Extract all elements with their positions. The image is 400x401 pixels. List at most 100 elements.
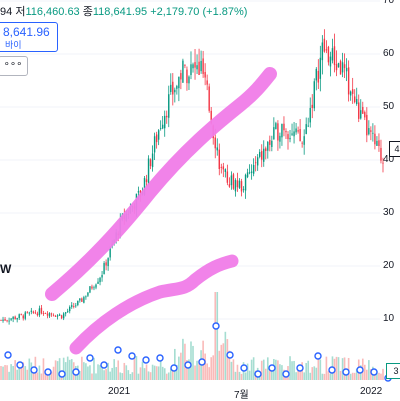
volume-bar bbox=[87, 366, 89, 380]
volume-bar bbox=[382, 368, 384, 380]
candle-body bbox=[60, 315, 63, 319]
volume-bar bbox=[182, 338, 184, 380]
candle-body bbox=[54, 316, 57, 317]
candle-body bbox=[313, 81, 315, 109]
candle-body bbox=[50, 313, 53, 315]
volume-bar bbox=[269, 369, 271, 380]
candle-body bbox=[157, 130, 160, 140]
last-price-tag: 4 bbox=[389, 141, 400, 157]
volume-bar bbox=[66, 356, 69, 380]
volume-bar bbox=[119, 372, 122, 380]
candle-body bbox=[62, 313, 65, 319]
candle-body bbox=[358, 102, 360, 119]
volume-bar bbox=[111, 367, 113, 380]
candle-body bbox=[297, 130, 299, 132]
x-tick-label: 2021 bbox=[108, 386, 131, 397]
candle-body bbox=[287, 134, 289, 140]
volume-bar bbox=[36, 372, 39, 380]
candle-body bbox=[222, 166, 225, 170]
volume-bar bbox=[180, 352, 182, 380]
volume-bar bbox=[8, 371, 10, 380]
candle-body bbox=[339, 61, 342, 75]
candle-body bbox=[192, 64, 194, 69]
candle-body bbox=[10, 318, 12, 320]
volume-bar bbox=[145, 364, 148, 380]
volume-bar bbox=[260, 360, 263, 380]
volume-bar bbox=[176, 364, 178, 380]
candle-body bbox=[347, 67, 350, 95]
volume-bar bbox=[42, 358, 45, 380]
candle-body bbox=[18, 314, 20, 319]
ohlc-readout: 94 저116,460.63 종118,641.95 +2,179.70 (+1… bbox=[0, 3, 247, 19]
candle-body bbox=[155, 134, 158, 143]
volume-bar bbox=[329, 373, 332, 380]
candle-body bbox=[174, 89, 176, 93]
candle-body bbox=[38, 308, 41, 316]
volume-bar bbox=[192, 345, 194, 380]
candle-body bbox=[378, 140, 380, 147]
more-options-button[interactable]: ∘∘∘ bbox=[0, 56, 28, 76]
candle-body bbox=[307, 125, 309, 127]
volume-bar bbox=[226, 339, 229, 380]
volume-bar bbox=[353, 372, 356, 380]
candle-body bbox=[58, 314, 61, 316]
event-marker bbox=[72, 368, 80, 376]
candle-body bbox=[252, 164, 255, 174]
volume-bar bbox=[321, 373, 324, 380]
candle-body bbox=[281, 124, 283, 138]
volume-bar bbox=[115, 367, 118, 380]
candle-body bbox=[289, 137, 291, 140]
candle-body bbox=[145, 179, 148, 183]
volume-bar bbox=[244, 372, 247, 380]
candle-body bbox=[166, 115, 168, 118]
volume-bar bbox=[58, 358, 61, 380]
candle-body bbox=[374, 133, 376, 145]
event-marker bbox=[156, 354, 164, 362]
volume-bar bbox=[113, 359, 115, 380]
y-tick-label: 40 bbox=[383, 154, 395, 165]
candle-body bbox=[206, 80, 208, 85]
volume-bar bbox=[339, 370, 342, 380]
candle-body bbox=[335, 64, 338, 71]
volume-bar bbox=[370, 369, 372, 380]
candle-body bbox=[228, 184, 231, 187]
candle-body bbox=[107, 258, 109, 267]
candle-body bbox=[161, 124, 164, 129]
volume-bar bbox=[103, 370, 105, 380]
candle-body bbox=[153, 136, 156, 153]
event-marker bbox=[184, 361, 192, 369]
event-markers[interactable] bbox=[4, 322, 392, 382]
candle-body bbox=[105, 262, 107, 266]
candle-body bbox=[159, 128, 162, 129]
candle-body bbox=[349, 91, 352, 96]
candle-body bbox=[14, 316, 16, 320]
candle-body bbox=[279, 135, 281, 142]
volume-bar bbox=[83, 362, 85, 380]
candle-body bbox=[149, 159, 152, 166]
event-marker bbox=[356, 366, 364, 374]
volume-bar bbox=[151, 364, 154, 380]
candle-body bbox=[263, 148, 265, 162]
candle-body bbox=[56, 315, 59, 317]
volume-bar bbox=[236, 364, 239, 380]
volume-bar bbox=[52, 366, 55, 380]
candle-body bbox=[341, 62, 344, 73]
volume-bar bbox=[188, 359, 190, 380]
candle-body bbox=[246, 172, 249, 178]
candle-body bbox=[299, 129, 301, 142]
volume-bar bbox=[38, 365, 41, 380]
candle-body bbox=[323, 38, 326, 52]
candle-body bbox=[329, 56, 332, 67]
candle-body bbox=[303, 136, 305, 145]
volume-bar bbox=[161, 366, 164, 380]
volume-bar bbox=[275, 359, 277, 380]
volume-bar bbox=[248, 370, 251, 380]
volume-bar bbox=[22, 362, 25, 380]
candle-body bbox=[178, 76, 180, 89]
buy-price-value: 8,641.96 bbox=[3, 25, 50, 39]
candle-body bbox=[271, 140, 273, 147]
buy-price-button[interactable]: 8,641.96 바이 bbox=[0, 22, 58, 52]
candle-body bbox=[337, 63, 340, 68]
candle-body bbox=[198, 61, 200, 76]
